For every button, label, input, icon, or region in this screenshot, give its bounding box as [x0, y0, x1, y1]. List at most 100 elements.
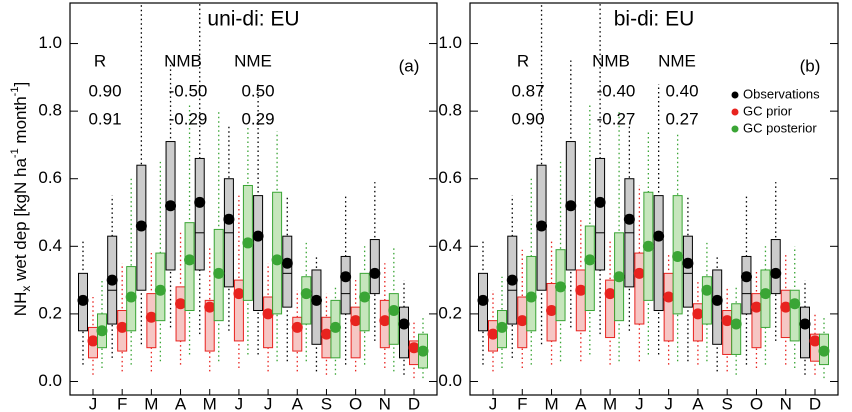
- y-tick-label: 0.0: [438, 371, 462, 390]
- mean-dot: [359, 291, 371, 303]
- x-tick-label: N: [379, 394, 391, 412]
- box: [595, 157, 606, 271]
- legend-label: GC posterior: [743, 120, 817, 135]
- mean-dot: [300, 288, 312, 300]
- x-tick-label: J: [635, 394, 644, 412]
- x-tick-label: O: [750, 394, 763, 412]
- mean-dot: [701, 284, 713, 296]
- box: [584, 225, 595, 312]
- mean-dot: [388, 305, 400, 317]
- mean-dot: [379, 315, 391, 327]
- box: [712, 269, 723, 345]
- mean-dot: [546, 305, 558, 317]
- mean-dot: [477, 294, 489, 306]
- box: [663, 272, 674, 342]
- box: [653, 195, 664, 312]
- mean-dot: [125, 291, 137, 303]
- mean-dot: [242, 237, 254, 249]
- box: [233, 279, 244, 342]
- legend-marker: [731, 125, 739, 133]
- mean-dot: [96, 325, 108, 337]
- stat-value: 0.27: [665, 109, 698, 128]
- mean-dot: [116, 321, 128, 333]
- box: [204, 299, 215, 352]
- plot-area: [477, 3, 830, 379]
- mean-dot: [271, 254, 283, 266]
- box: [292, 316, 303, 352]
- mean-dot: [87, 335, 99, 347]
- panel-label: (b): [800, 56, 821, 75]
- box: [311, 269, 322, 345]
- y-tick-label: 1.0: [438, 33, 462, 52]
- box: [263, 296, 274, 349]
- stat-value: -0.27: [597, 109, 636, 128]
- x-tick-label: A: [175, 394, 187, 412]
- mean-dot: [252, 230, 264, 242]
- y-label-part: month: [11, 96, 30, 148]
- stat-value: 0.91: [88, 109, 121, 128]
- mean-dot: [398, 318, 410, 330]
- mean-dot: [223, 213, 235, 225]
- box: [301, 276, 312, 325]
- mean-dot: [750, 301, 762, 313]
- box: [340, 255, 351, 315]
- mean-dot: [506, 274, 518, 286]
- x-tick-label: N: [780, 394, 792, 412]
- y-label-part: ]: [11, 82, 30, 87]
- box: [369, 239, 380, 295]
- mean-dot: [682, 257, 694, 269]
- mean-dot: [204, 301, 216, 313]
- y-label-part: x: [19, 286, 33, 292]
- mean-dot: [780, 301, 792, 313]
- mean-dot: [770, 267, 782, 279]
- y-tick-label: 0.2: [38, 303, 62, 322]
- stat-header: NMB: [164, 51, 202, 70]
- mean-dot: [623, 213, 635, 225]
- box: [388, 293, 399, 345]
- mean-dot: [145, 311, 157, 323]
- mean-dot: [759, 288, 771, 300]
- mean-dot: [175, 298, 187, 310]
- y-axis-label: NHx wet dep [kgN ha-1 month-1]: [9, 82, 33, 316]
- mean-dot: [154, 284, 166, 296]
- mean-dot: [320, 328, 332, 340]
- mean-dot: [262, 308, 274, 320]
- x-tick-label: A: [575, 394, 587, 412]
- x-tick-label: O: [349, 394, 362, 412]
- panel-label: (a): [399, 56, 420, 75]
- x-tick-label: D: [408, 394, 420, 412]
- stat-header: R: [517, 51, 529, 70]
- stat-header: NMB: [592, 51, 630, 70]
- mean-dot: [487, 328, 499, 340]
- mean-dot: [135, 220, 147, 232]
- x-tick-label: F: [117, 394, 127, 412]
- mean-dot: [496, 321, 508, 333]
- box: [194, 157, 205, 271]
- stat-value: 0.87: [511, 81, 544, 100]
- x-tick-label: A: [292, 394, 304, 412]
- mean-dot: [575, 284, 587, 296]
- legend-label: Observations: [743, 86, 820, 101]
- box: [789, 289, 800, 342]
- box: [780, 289, 791, 339]
- mean-dot: [584, 254, 596, 266]
- plot-frame: [69, 2, 438, 396]
- mean-dot: [594, 196, 606, 208]
- mean-dot: [555, 281, 567, 293]
- plot-frame: [469, 2, 839, 396]
- y-tick-label: 0.0: [38, 371, 62, 390]
- x-tick-label: J: [489, 394, 498, 412]
- mean-dot: [633, 267, 645, 279]
- legend-marker: [731, 108, 739, 116]
- mean-dot: [642, 240, 654, 252]
- legend-marker: [731, 91, 739, 99]
- mean-dot: [408, 342, 420, 354]
- mean-dot: [184, 254, 196, 266]
- stat-value: -0.29: [169, 109, 208, 128]
- x-tick-label: S: [321, 394, 332, 412]
- mean-dot: [516, 315, 528, 327]
- box: [253, 195, 264, 312]
- mean-dot: [340, 271, 352, 283]
- y-tick-label: 0.8: [38, 101, 62, 120]
- y-tick-label: 0.4: [38, 236, 62, 255]
